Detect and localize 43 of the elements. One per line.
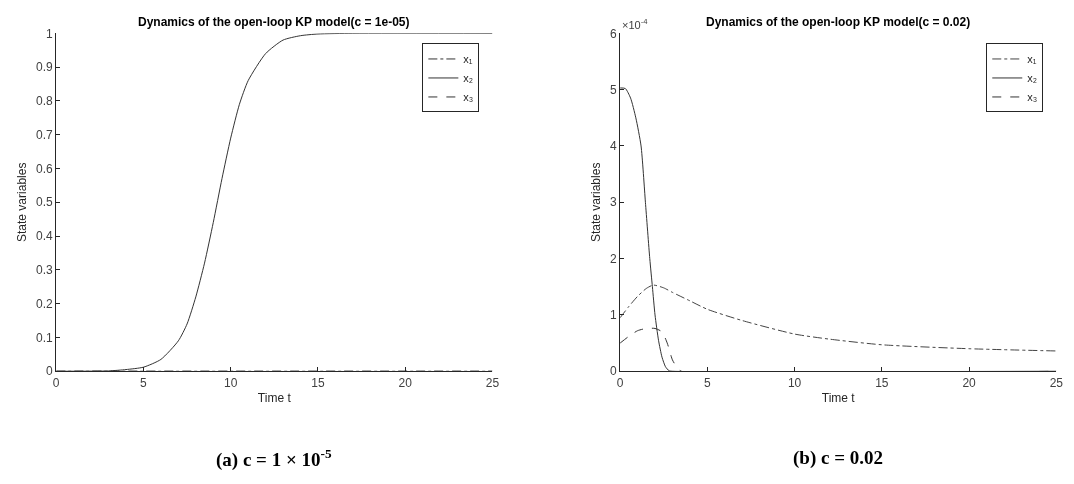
y-tick-label: 0	[46, 364, 54, 379]
y-tick-label: 1	[610, 308, 618, 323]
x-tick-label: 10	[224, 375, 238, 390]
y-tick-label: 6	[610, 26, 618, 41]
chart-title: Dynamics of the open-loop KP model(c = 1e-05)	[138, 15, 410, 29]
x-tick-label: 25	[1049, 375, 1064, 390]
y-tick-label: 0.8	[36, 94, 54, 109]
legend-label: x₃	[1027, 91, 1038, 104]
y-axis-title: State variables	[589, 162, 604, 242]
x-tick-label: 25	[485, 375, 500, 390]
text: ×10$^{-4}$	[622, 17, 649, 31]
y-tick-label: 0.9	[36, 60, 54, 75]
x-tick-label: 5	[140, 375, 148, 390]
y-tick-label: 4	[610, 139, 618, 154]
x-tick-label: 10	[787, 375, 802, 390]
y-tick-label: 0.1	[36, 330, 54, 345]
y-axis-title: State variables	[15, 162, 30, 242]
legend-label: x₂	[1027, 72, 1038, 85]
y-tick-label: 0.6	[36, 161, 54, 176]
chart-title: Dynamics of the open-loop KP model(c = 0.02)	[706, 15, 971, 29]
y-tick-label: 1	[46, 26, 54, 41]
y-tick-label: 0.4	[36, 229, 54, 244]
text: (b) c = 0.02	[793, 447, 883, 469]
y-tick-label: 0.3	[36, 263, 54, 278]
y-tick-label: 2	[610, 251, 618, 266]
x-axis-title: Time t	[821, 390, 856, 405]
x-tick-label: 5	[704, 375, 712, 390]
y-tick-label: 0	[610, 364, 618, 379]
x-tick-label: 20	[962, 375, 977, 390]
y-tick-label: 0.2	[36, 296, 54, 311]
y-tick-label: 5	[610, 82, 618, 97]
legend-label: x₃	[463, 91, 474, 104]
legend-label: x₁	[463, 53, 473, 66]
x-axis-title: Time t	[257, 390, 292, 405]
legend-label: x₂	[463, 72, 474, 85]
legend-label: x₁	[1027, 53, 1037, 66]
y-tick-label: 3	[610, 195, 618, 210]
y-tick-label: 0.7	[36, 127, 54, 142]
y-tick-label: 0.5	[36, 195, 54, 210]
text: (a) c = 1 × 10$^{-5}$	[216, 446, 332, 471]
x-tick-label: 20	[398, 375, 413, 390]
x-tick-label: 15	[875, 375, 889, 390]
x-tick-label: 15	[311, 375, 325, 390]
